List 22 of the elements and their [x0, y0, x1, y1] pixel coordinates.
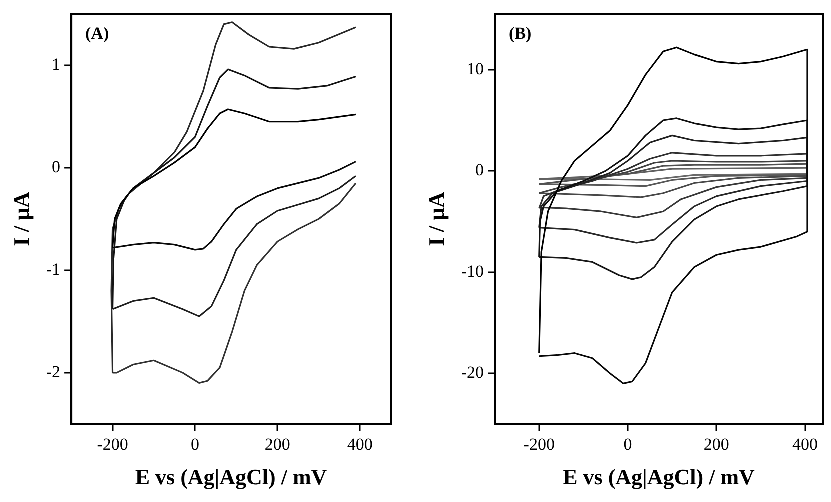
x-axis-title: E vs (Ag|AgCl) / mV	[563, 464, 756, 490]
x-tick-label: 200	[264, 434, 290, 454]
y-tick-label: -2	[46, 362, 61, 382]
y-tick-label: -10	[461, 262, 484, 281]
y-axis-title: I / µA	[424, 192, 449, 246]
x-tick-label: 0	[624, 434, 632, 454]
x-tick-label: 0	[190, 434, 200, 454]
y-tick-label: 0	[476, 160, 484, 180]
y-tick-label: -20	[461, 363, 484, 382]
annotation: (A)	[86, 24, 110, 44]
y-axis-title: I / µA	[8, 192, 34, 246]
x-tick-label: 200	[704, 434, 730, 454]
x-tick-label: 400	[347, 434, 373, 454]
x-tick-label: -200	[97, 434, 128, 454]
x-axis-title: E vs (Ag|AgCl) / mV	[135, 464, 328, 490]
y-tick-label: 0	[52, 157, 61, 176]
x-tick-label: 400	[792, 434, 818, 454]
annotation: (B)	[509, 24, 532, 44]
x-tick-label: -200	[524, 434, 555, 454]
y-tick-label: 1	[52, 54, 61, 74]
y-tick-label: -1	[46, 260, 61, 279]
y-tick-label: 10	[467, 59, 484, 78]
